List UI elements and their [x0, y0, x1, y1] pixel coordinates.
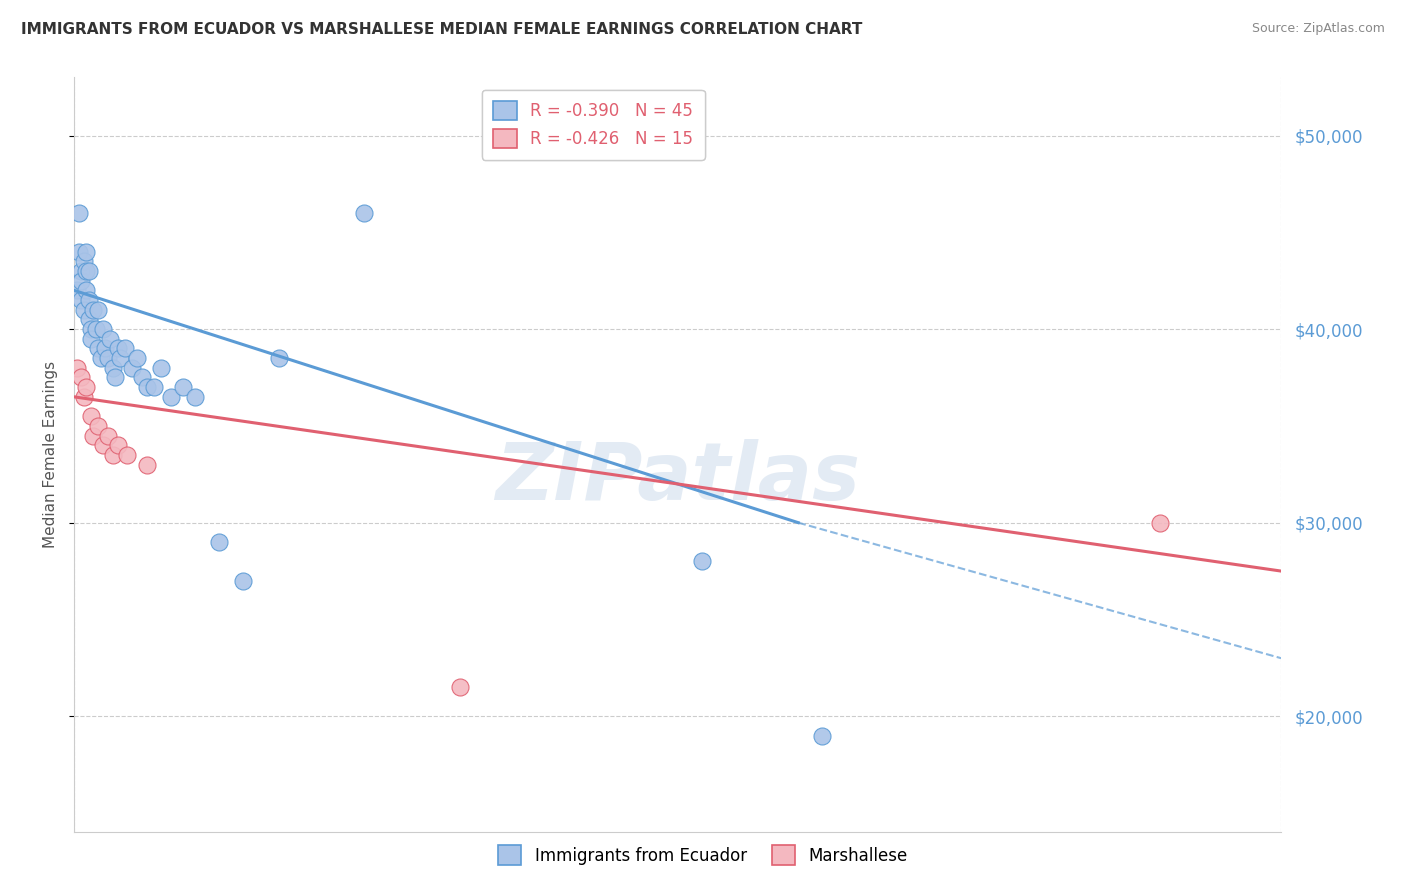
Point	[65, 360, 87, 375]
Point	[107, 342, 129, 356]
Point	[232, 574, 254, 588]
Point	[87, 302, 110, 317]
Point	[91, 322, 114, 336]
Point	[70, 370, 93, 384]
Point	[150, 360, 173, 375]
Point	[75, 284, 97, 298]
Point	[70, 264, 93, 278]
Point	[77, 264, 100, 278]
Point	[97, 351, 120, 365]
Point	[125, 351, 148, 365]
Legend: Immigrants from Ecuador, Marshallese: Immigrants from Ecuador, Marshallese	[488, 836, 918, 875]
Legend: R = -0.390   N = 45, R = -0.426   N = 15: R = -0.390 N = 45, R = -0.426 N = 15	[482, 89, 704, 160]
Point	[87, 418, 110, 433]
Point	[65, 284, 87, 298]
Point	[121, 360, 143, 375]
Point	[97, 428, 120, 442]
Point	[114, 342, 136, 356]
Text: Source: ZipAtlas.com: Source: ZipAtlas.com	[1251, 22, 1385, 36]
Point	[94, 342, 117, 356]
Point	[70, 293, 93, 307]
Point	[77, 312, 100, 326]
Point	[159, 390, 181, 404]
Point	[115, 448, 138, 462]
Point	[80, 409, 103, 424]
Point	[811, 729, 834, 743]
Point	[70, 274, 93, 288]
Point	[87, 342, 110, 356]
Point	[75, 264, 97, 278]
Y-axis label: Median Female Earnings: Median Female Earnings	[44, 361, 58, 549]
Text: ZIPatlas: ZIPatlas	[495, 439, 860, 516]
Point	[172, 380, 194, 394]
Point	[101, 360, 124, 375]
Point	[80, 332, 103, 346]
Point	[269, 351, 291, 365]
Point	[1149, 516, 1171, 530]
Point	[98, 332, 121, 346]
Point	[75, 380, 97, 394]
Point	[90, 351, 112, 365]
Point	[67, 206, 90, 220]
Point	[67, 244, 90, 259]
Point	[104, 370, 127, 384]
Point	[84, 322, 107, 336]
Point	[208, 535, 231, 549]
Point	[107, 438, 129, 452]
Point	[353, 206, 375, 220]
Point	[82, 302, 104, 317]
Point	[91, 438, 114, 452]
Point	[73, 302, 96, 317]
Point	[77, 293, 100, 307]
Point	[82, 428, 104, 442]
Point	[75, 244, 97, 259]
Point	[690, 554, 713, 568]
Point	[135, 380, 157, 394]
Point	[73, 254, 96, 268]
Point	[73, 390, 96, 404]
Point	[449, 680, 471, 694]
Point	[135, 458, 157, 472]
Point	[101, 448, 124, 462]
Text: IMMIGRANTS FROM ECUADOR VS MARSHALLESE MEDIAN FEMALE EARNINGS CORRELATION CHART: IMMIGRANTS FROM ECUADOR VS MARSHALLESE M…	[21, 22, 862, 37]
Point	[80, 322, 103, 336]
Point	[108, 351, 131, 365]
Point	[142, 380, 165, 394]
Point	[131, 370, 153, 384]
Point	[184, 390, 207, 404]
